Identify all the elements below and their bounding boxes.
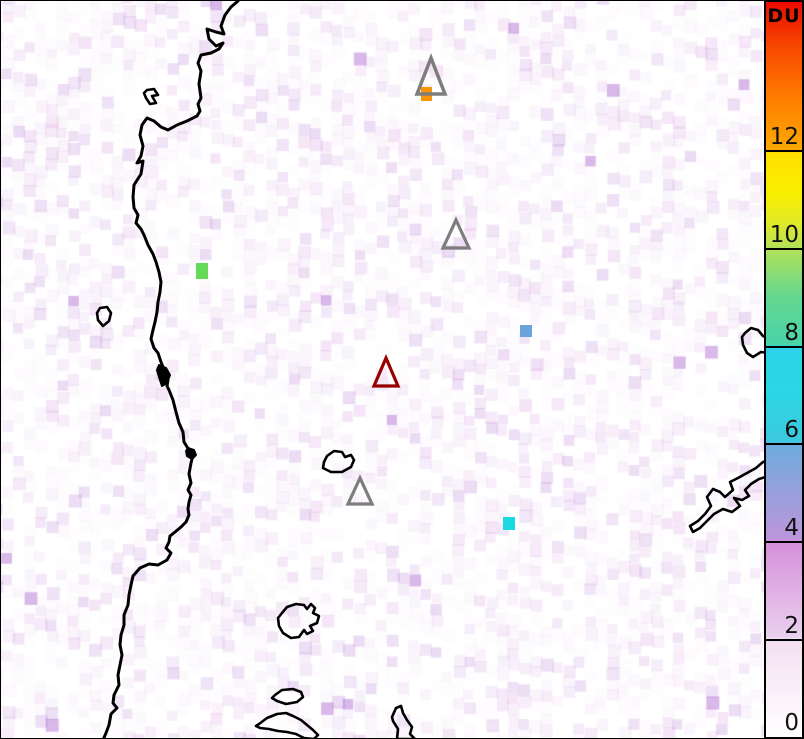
colorbar-tick-label: 2 xyxy=(784,613,799,639)
volcano-marker xyxy=(414,53,448,96)
island-outline xyxy=(688,459,765,534)
map-area xyxy=(0,0,766,739)
anomaly-pixel xyxy=(520,325,532,337)
island-outline xyxy=(142,87,160,106)
island-outline xyxy=(276,602,321,640)
island-outline xyxy=(740,326,765,359)
island-outline xyxy=(321,449,356,474)
colorbar-tick-line xyxy=(766,541,802,543)
colorbar-gradient xyxy=(766,2,802,737)
island-outline xyxy=(254,711,320,738)
island-outline xyxy=(390,704,416,738)
colorbar-tick-line xyxy=(766,248,802,250)
colorbar-tick-line xyxy=(766,150,802,152)
colorbar-tick-label: 0 xyxy=(784,710,799,736)
colorbar-tick-label: 8 xyxy=(784,320,799,346)
volcano-marker xyxy=(440,216,472,250)
coast-inlet-blob xyxy=(185,447,197,460)
island-outline xyxy=(270,687,305,706)
colorbar-tick-label: 12 xyxy=(769,124,799,150)
colorbar-tick-label: 6 xyxy=(784,417,799,443)
coast-inlet-blob xyxy=(156,364,171,387)
colorbar: DU 12 10 8 6 4 2 0 xyxy=(764,0,804,739)
anomaly-pixel xyxy=(503,517,515,530)
coastline-svg xyxy=(95,1,765,738)
colorbar-tick-line xyxy=(766,346,802,348)
pixel-noise-canvas xyxy=(1,1,765,738)
anomaly-pixel xyxy=(196,263,208,279)
volcano-marker xyxy=(371,353,401,388)
colorbar-tick-line xyxy=(766,639,802,641)
volcano-marker xyxy=(345,474,375,506)
island-outline xyxy=(95,305,113,328)
mainland-coastline xyxy=(102,1,240,738)
colorbar-tick-line xyxy=(766,443,802,445)
colorbar-tick-label: 4 xyxy=(784,515,799,541)
colorbar-tick-label: 10 xyxy=(769,222,799,248)
colorbar-unit-label: DU xyxy=(767,5,801,27)
